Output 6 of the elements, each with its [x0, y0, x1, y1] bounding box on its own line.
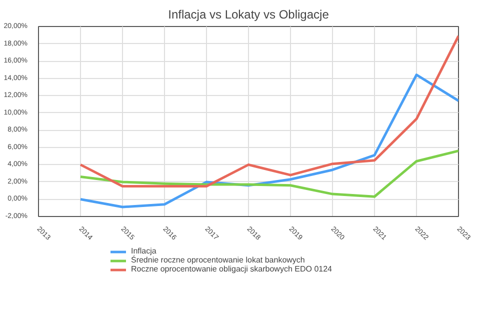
chart-title: Inflacja vs Lokaty vs Obligacje: [168, 8, 330, 22]
line-series: [79, 34, 458, 188]
line-series: [79, 150, 458, 198]
legend-label: Inflacja: [130, 246, 156, 256]
legend-label: Roczne oprocentowanie obligacji skarbowych EDO 0124: [130, 264, 332, 274]
legend-label: Średnie roczne oprocentowanie lokat bankowych: [130, 256, 305, 264]
